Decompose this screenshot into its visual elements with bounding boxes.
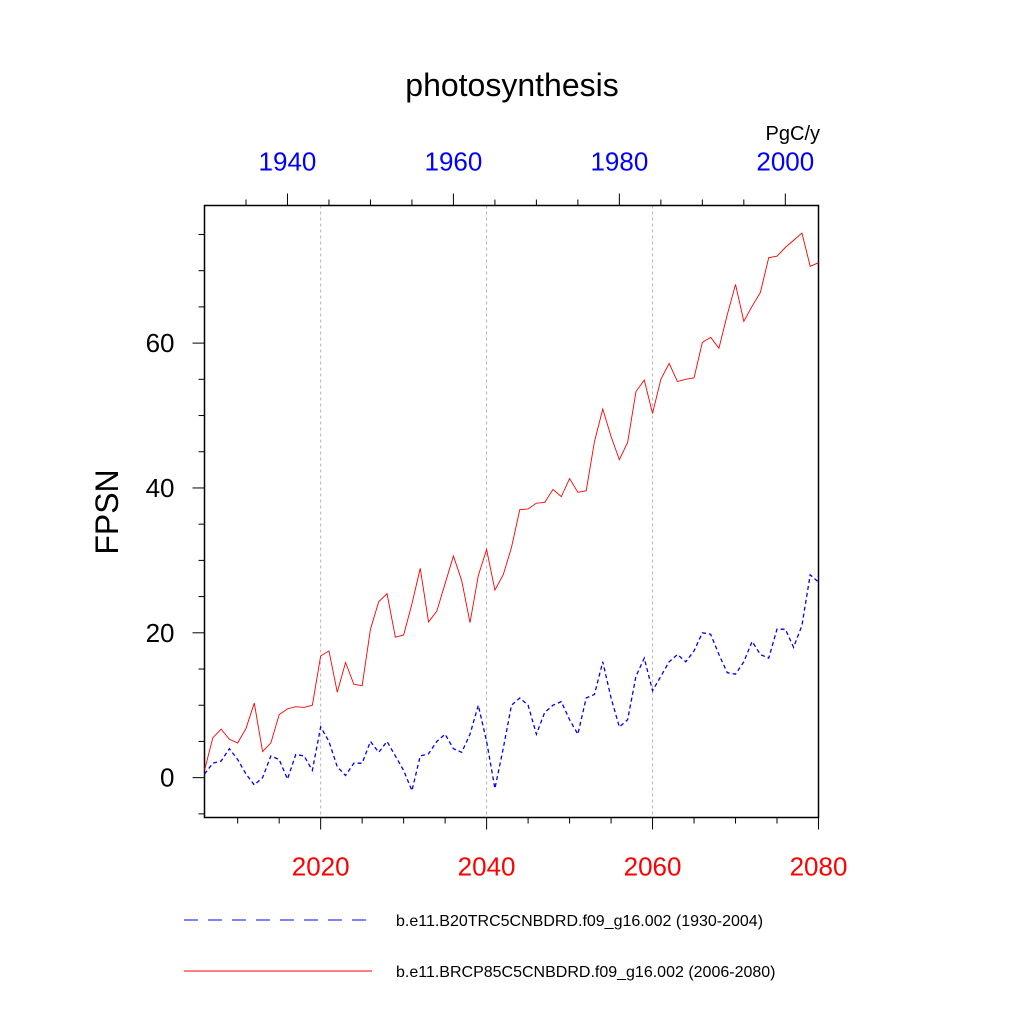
- top-axis: 1940 1960 1980 2000: [245, 147, 814, 206]
- units-label: PgC/y: [766, 123, 820, 145]
- bottom-tick-label-2080: 2080: [790, 852, 848, 882]
- legend-label-historical: b.e11.B20TRC5CNBDRD.f09_g16.002 (1930-20…: [396, 913, 763, 930]
- top-tick-label-1940: 1940: [259, 147, 317, 177]
- y-axis-label: FPSN: [89, 469, 125, 554]
- y-tick-label-60: 60: [146, 328, 175, 358]
- y-tick-label-0: 0: [160, 763, 174, 793]
- series-layer: [203, 232, 819, 793]
- left-axis: 0 20 40 60: [146, 233, 205, 815]
- series-line-historical: [203, 573, 819, 793]
- top-tick-label-2000: 2000: [756, 147, 814, 177]
- top-tick-label-1960: 1960: [424, 147, 482, 177]
- legend: b.e11.B20TRC5CNBDRD.f09_g16.002 (1930-20…: [184, 913, 775, 981]
- chart-title: photosynthesis: [405, 67, 618, 103]
- y-tick-label-40: 40: [146, 473, 175, 503]
- bottom-tick-label-2040: 2040: [458, 852, 516, 882]
- y-tick-label-20: 20: [146, 618, 175, 648]
- bottom-axis: 2020 2040 2060 2080: [237, 817, 848, 882]
- plot-frame: [203, 204, 820, 819]
- series-line-projection: [204, 232, 819, 771]
- bottom-tick-label-2060: 2060: [624, 852, 682, 882]
- top-tick-label-1980: 1980: [590, 147, 648, 177]
- bottom-tick-label-2020: 2020: [292, 852, 350, 882]
- vertical-gridlines: [320, 205, 654, 818]
- legend-label-projection: b.e11.BRCP85C5CNBDRD.f09_g16.002 (2006-2…: [396, 964, 775, 981]
